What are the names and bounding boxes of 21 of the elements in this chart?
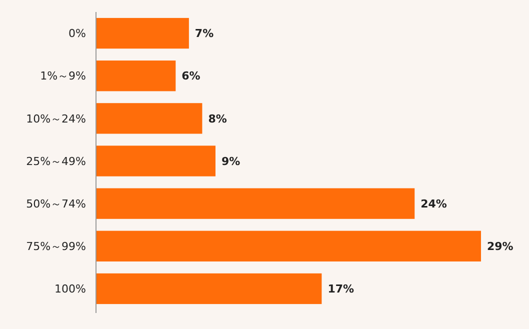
bar	[96, 18, 189, 49]
data-label: 29%	[487, 240, 514, 253]
bar	[96, 146, 216, 176]
data-label: 9%	[221, 154, 240, 168]
y-tick-label: 75%～99%	[26, 240, 86, 253]
y-tick-label: 0%	[68, 27, 86, 40]
bar	[96, 188, 415, 219]
y-tick-label: 100%	[54, 282, 86, 296]
bar	[96, 103, 202, 134]
data-label: 24%	[420, 197, 447, 210]
y-tick-label: 50%～74%	[26, 197, 86, 210]
data-label: 17%	[328, 282, 354, 296]
bar	[96, 273, 322, 304]
data-label: 7%	[194, 27, 214, 40]
bar	[96, 60, 176, 92]
data-label: 6%	[182, 70, 200, 83]
data-label: 8%	[208, 112, 227, 126]
y-tick-label: 10%～24%	[26, 112, 86, 126]
bar	[96, 230, 481, 262]
y-tick-label: 25%～49%	[26, 154, 86, 168]
y-tick-label: 1%～9%	[40, 70, 86, 83]
